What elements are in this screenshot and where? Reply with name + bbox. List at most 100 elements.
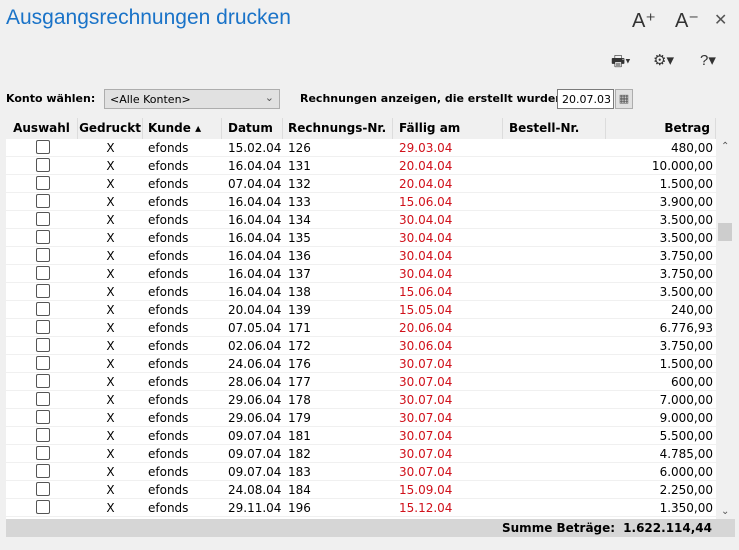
col-betrag[interactable]: Betrag [606, 118, 716, 139]
cell-faellig: 15.12.04 [399, 501, 453, 515]
cell-betrag: 3.500,00 [659, 231, 713, 245]
cell-rechnungs-nr: 183 [288, 465, 311, 479]
cell-gedruckt: X [106, 303, 115, 317]
col-datum[interactable]: Datum [222, 118, 283, 139]
cell-betrag: 9.000,00 [659, 411, 713, 425]
invoice-table: Auswahl Gedruckt Kunde ▴ Datum Rechnungs… [6, 118, 735, 519]
scroll-down-icon[interactable]: ⌄ [721, 506, 730, 517]
calendar-icon[interactable]: ▦ [615, 89, 633, 109]
scrollbar[interactable]: ⌃ ⌄ [716, 139, 735, 519]
select-checkbox[interactable] [36, 392, 50, 406]
select-checkbox[interactable] [36, 140, 50, 154]
cell-rechnungs-nr: 133 [288, 195, 311, 209]
select-checkbox[interactable] [36, 176, 50, 190]
cell-rechnungs-nr: 182 [288, 447, 311, 461]
col-rechnungs-nr[interactable]: Rechnungs-Nr. [283, 118, 393, 139]
cell-gedruckt: X [106, 267, 115, 281]
col-kunde[interactable]: Kunde ▴ [143, 118, 222, 139]
cell-kunde: efonds [148, 285, 189, 299]
help-icon[interactable]: ?▾ [700, 52, 716, 69]
select-checkbox[interactable] [36, 212, 50, 226]
konto-select[interactable]: <Alle Konten> ⌄ [104, 89, 280, 109]
cell-kunde: efonds [148, 483, 189, 497]
cell-betrag: 3.500,00 [659, 285, 713, 299]
select-checkbox[interactable] [36, 356, 50, 370]
cell-faellig: 30.07.04 [399, 393, 453, 407]
select-checkbox[interactable] [36, 428, 50, 442]
cell-kunde: efonds [148, 429, 189, 443]
select-checkbox[interactable] [36, 374, 50, 388]
col-faellig[interactable]: Fällig am [393, 118, 503, 139]
select-checkbox[interactable] [36, 248, 50, 262]
select-checkbox[interactable] [36, 338, 50, 352]
cell-betrag: 6.000,00 [659, 465, 713, 479]
cell-betrag: 6.776,93 [659, 321, 713, 335]
print-icon[interactable]: 🖶▾ [611, 53, 631, 70]
select-checkbox[interactable] [36, 500, 50, 514]
cell-betrag: 3.750,00 [659, 249, 713, 263]
window-title: Ausgangsrechnungen drucken [6, 6, 291, 29]
table-header: Auswahl Gedruckt Kunde ▴ Datum Rechnungs… [6, 118, 735, 139]
col-gedruckt[interactable]: Gedruckt [78, 118, 143, 139]
gear-icon[interactable]: ⚙▾ [653, 52, 674, 69]
cell-kunde: efonds [148, 339, 189, 353]
font-smaller-button[interactable]: A⁻ [675, 10, 699, 32]
cell-betrag: 5.500,00 [659, 429, 713, 443]
select-checkbox[interactable] [36, 410, 50, 424]
font-larger-button[interactable]: A⁺ [632, 10, 656, 32]
cell-rechnungs-nr: 138 [288, 285, 311, 299]
cell-betrag: 2.250,00 [659, 483, 713, 497]
scroll-thumb[interactable] [718, 223, 732, 241]
cell-kunde: efonds [148, 177, 189, 191]
select-checkbox[interactable] [36, 230, 50, 244]
cell-datum: 16.04.04 [228, 159, 282, 173]
select-checkbox[interactable] [36, 266, 50, 280]
select-checkbox[interactable] [36, 320, 50, 334]
col-auswahl[interactable]: Auswahl [6, 118, 78, 139]
cell-rechnungs-nr: 196 [288, 501, 311, 515]
select-checkbox[interactable] [36, 482, 50, 496]
cell-gedruckt: X [106, 411, 115, 425]
cell-faellig: 30.04.04 [399, 267, 453, 281]
select-checkbox[interactable] [36, 194, 50, 208]
cell-betrag: 3.900,00 [659, 195, 713, 209]
cell-datum: 07.05.04 [228, 321, 282, 335]
select-checkbox[interactable] [36, 158, 50, 172]
cell-faellig: 15.09.04 [399, 483, 453, 497]
cell-betrag: 1.500,00 [659, 357, 713, 371]
col-bestell-nr[interactable]: Bestell-Nr. [503, 118, 606, 139]
close-button[interactable]: ✕ [714, 12, 728, 29]
scroll-up-icon[interactable]: ⌃ [721, 141, 730, 152]
select-checkbox[interactable] [36, 284, 50, 298]
select-checkbox[interactable] [36, 446, 50, 460]
select-checkbox[interactable] [36, 464, 50, 478]
cell-gedruckt: X [106, 501, 115, 515]
cell-rechnungs-nr: 171 [288, 321, 311, 335]
cell-datum: 15.02.04 [228, 141, 282, 155]
cell-datum: 16.04.04 [228, 213, 282, 227]
select-checkbox[interactable] [36, 302, 50, 316]
date-input[interactable]: 20.07.03 [557, 89, 614, 109]
cell-datum: 29.11.04 [228, 501, 282, 515]
